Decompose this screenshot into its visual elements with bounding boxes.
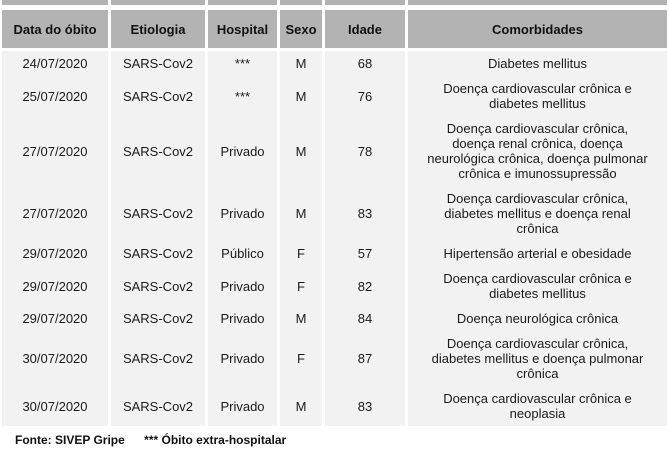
cell-age: 78: [325, 116, 405, 186]
column-header-age: Idade: [325, 10, 405, 48]
table-row: 24/07/2020 SARS-Cov2 *** M 68 Diabetes mellit…: [2, 51, 667, 76]
column-header-etiology: Etiologia: [111, 10, 205, 48]
cell-hospital: Privado: [208, 116, 277, 186]
cell-etiology: SARS-Cov2: [111, 241, 205, 266]
cell-sex: F: [280, 331, 322, 386]
column-header-date: Data do óbito: [2, 10, 108, 48]
column-header-hospital: Hospital: [208, 10, 277, 48]
cell-age: 87: [325, 331, 405, 386]
cell-etiology: SARS-Cov2: [111, 116, 205, 186]
table-row: 29/07/2020 SARS-Cov2 Privado F 82 Doença card…: [2, 266, 667, 306]
column-header-sex: Sexo: [280, 10, 322, 48]
table-row: 25/07/2020 SARS-Cov2 *** M 76 Doença cardiova…: [2, 76, 667, 116]
cell-sex: M: [280, 386, 322, 426]
cell-etiology: SARS-Cov2: [111, 306, 205, 331]
cell-age: 76: [325, 76, 405, 116]
cropped-cell-comorbidities: [408, 0, 667, 5]
cell-etiology: SARS-Cov2: [111, 51, 205, 76]
source-label: Fonte: SIVEP Gripe: [15, 433, 125, 447]
cell-hospital: Privado: [208, 306, 277, 331]
cell-comorbidities: Doença neurológica crônica: [408, 306, 667, 331]
cell-sex: M: [280, 116, 322, 186]
extra-hospital-note: *** Óbito extra-hospitalar: [144, 433, 287, 447]
cropped-cell-hospital: [208, 0, 277, 5]
cell-date: 29/07/2020: [2, 241, 108, 266]
table-row: 29/07/2020 SARS-Cov2 Público F 57 Hipertensão…: [2, 241, 667, 266]
cell-hospital: Público: [208, 241, 277, 266]
cell-date: 27/07/2020: [2, 116, 108, 186]
cropped-cell-sex: [280, 0, 322, 5]
table-header-row: Data do óbito Etiologia Hospital Sexo Idade C…: [2, 10, 667, 48]
cell-sex: F: [280, 266, 322, 306]
cropped-cell-age: [325, 0, 405, 5]
cell-hospital: Privado: [208, 266, 277, 306]
cell-age: 82: [325, 266, 405, 306]
cell-age: 57: [325, 241, 405, 266]
table-row: 30/07/2020 SARS-Cov2 Privado F 87 Doença card…: [2, 331, 667, 386]
cell-etiology: SARS-Cov2: [111, 266, 205, 306]
cropped-previous-row: [2, 0, 667, 5]
cell-sex: M: [280, 306, 322, 331]
cell-hospital: ***: [208, 51, 277, 76]
cell-date: 24/07/2020: [2, 51, 108, 76]
table-row: 29/07/2020 SARS-Cov2 Privado M 84 Doença neur…: [2, 306, 667, 331]
cell-date: 29/07/2020: [2, 266, 108, 306]
cell-sex: M: [280, 51, 322, 76]
column-header-comorbidities: Comorbidades: [408, 10, 667, 48]
deaths-table-body: 24/07/2020 SARS-Cov2 *** M 68 Diabetes mellit…: [0, 51, 669, 426]
cell-etiology: SARS-Cov2: [111, 386, 205, 426]
cell-age: 84: [325, 306, 405, 331]
cell-date: 30/07/2020: [2, 386, 108, 426]
cell-comorbidities: Hipertensão arterial e obesidade: [408, 241, 667, 266]
cell-hospital: Privado: [208, 186, 277, 241]
cropped-cell-date: [2, 0, 108, 5]
cell-comorbidities: Doença cardiovascular crônica, doença re…: [408, 116, 667, 186]
cell-hospital: Privado: [208, 331, 277, 386]
table-row: 27/07/2020 SARS-Cov2 Privado M 78 Doença card…: [2, 116, 667, 186]
cell-date: 29/07/2020: [2, 306, 108, 331]
cell-etiology: SARS-Cov2: [111, 76, 205, 116]
cropped-cell-etiology: [111, 0, 205, 5]
cell-age: 83: [325, 386, 405, 426]
cell-comorbidities: Doença cardiovascular crônica, diabetes …: [408, 186, 667, 241]
cell-date: 30/07/2020: [2, 331, 108, 386]
cell-date: 25/07/2020: [2, 76, 108, 116]
cell-comorbidities: Doença cardiovascular crônica e neoplasi…: [408, 386, 667, 426]
cell-comorbidities: Doença cardiovascular crônica e diabetes…: [408, 266, 667, 306]
cell-etiology: SARS-Cov2: [111, 186, 205, 241]
table-row: 27/07/2020 SARS-Cov2 Privado M 83 Doença card…: [2, 186, 667, 241]
cell-sex: M: [280, 186, 322, 241]
cell-age: 68: [325, 51, 405, 76]
cell-comorbidities: Doença cardiovascular crônica, diabetes …: [408, 331, 667, 386]
cell-comorbidities: Doença cardiovascular crônica e diabetes…: [408, 76, 667, 116]
cell-hospital: Privado: [208, 386, 277, 426]
cell-sex: F: [280, 241, 322, 266]
table-footnote: Fonte: SIVEP Gripe *** Óbito extra-hospi…: [15, 433, 669, 447]
cell-age: 83: [325, 186, 405, 241]
cell-comorbidities: Diabetes mellitus: [408, 51, 667, 76]
cell-date: 27/07/2020: [2, 186, 108, 241]
cell-sex: M: [280, 76, 322, 116]
table-row: 30/07/2020 SARS-Cov2 Privado M 83 Doença card…: [2, 386, 667, 426]
cell-hospital: ***: [208, 76, 277, 116]
cell-etiology: SARS-Cov2: [111, 331, 205, 386]
